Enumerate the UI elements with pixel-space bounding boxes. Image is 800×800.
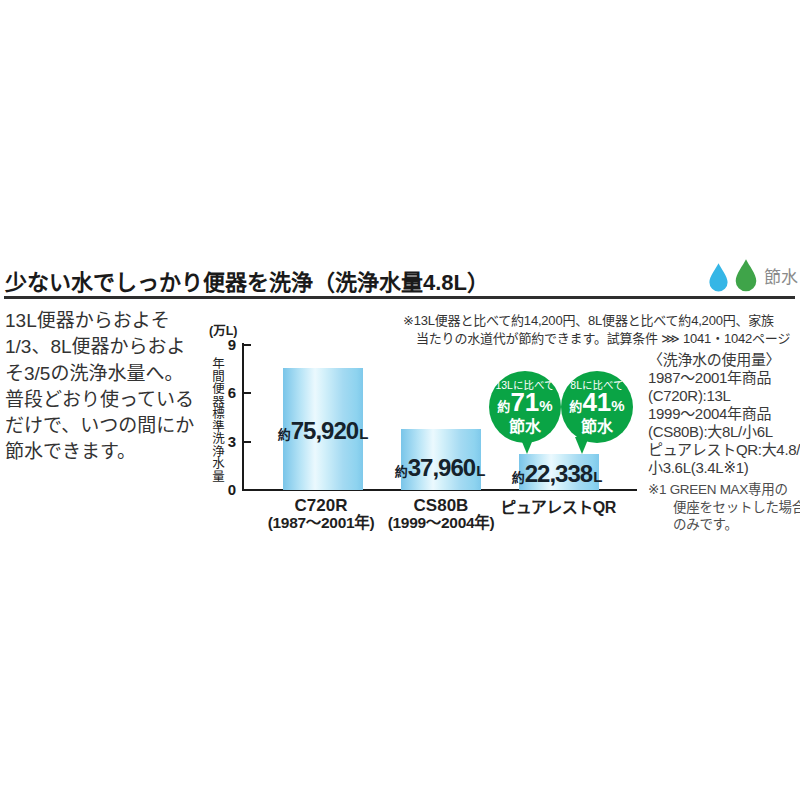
y-tick-label: 6 bbox=[214, 384, 236, 402]
y-tick-label: 9 bbox=[214, 336, 236, 354]
page: 少ない水でしっかり便器を洗浄（洗浄水量4.8L） 節水 13L便器からおよそ 1… bbox=[0, 0, 800, 800]
legend-line: 1999～2004年商品 bbox=[648, 405, 800, 423]
page-title: 少ない水でしっかり便器を洗浄（洗浄水量4.8L） bbox=[5, 264, 489, 296]
bar-value-label: 約22,338L bbox=[512, 462, 603, 486]
savings-badge-71: 13Lに比べて 約71% 節水 bbox=[489, 371, 561, 443]
category-label-purerest-qr: ピュアレストQR bbox=[500, 499, 616, 516]
note-line2: 当たりの水道代が節約できます。試算条件 ⋙ 1041・1042ページ bbox=[416, 328, 790, 347]
water-drop-green-icon bbox=[733, 258, 759, 293]
legend-line: 〈洗浄水の使用量〉 bbox=[648, 351, 800, 369]
intro-text: 13L便器からおよそ 1/3、8L便器からおよ そ3/5の洗浄水量へ。 普段どお… bbox=[5, 308, 220, 466]
water-drop-blue-icon bbox=[707, 262, 730, 293]
category-label-cs80b: CS80B (1999～2004年) bbox=[388, 497, 495, 532]
note-line1: ※13L便器と比べて約14,200円、8L便器と比べて約4,200円、家族 bbox=[403, 310, 774, 329]
legend-line: (CS80B):大8L/小6L bbox=[648, 423, 800, 441]
legend-line: 1987～2001年商品 bbox=[648, 369, 800, 387]
y-tick-label: 0 bbox=[214, 481, 236, 499]
y-axis-line bbox=[242, 343, 244, 491]
legend-footnote: ※1 GREEN MAX専用の 便座をセットした場合 のみです。 bbox=[648, 481, 800, 534]
usage-legend: 〈洗浄水の使用量〉 1987～2001年商品 (C720R):13L 1999～… bbox=[648, 351, 800, 477]
title-underline bbox=[4, 296, 795, 299]
legend-line: (C720R):13L bbox=[648, 387, 800, 405]
bar-value-label: 約37,960L bbox=[395, 456, 486, 480]
category-label-c720r: C720R (1987～2001年) bbox=[268, 497, 375, 532]
bar-value-label: 約75,920L bbox=[278, 419, 369, 443]
water-drops: 節水 bbox=[707, 258, 798, 293]
legend-line: ピュアレストQR:大4.8/ bbox=[648, 441, 800, 459]
legend-line: 小3.6L(3.4L※1) bbox=[648, 459, 800, 477]
y-tick-label: 3 bbox=[214, 433, 236, 451]
water-save-label: 節水 bbox=[764, 269, 798, 286]
savings-badge-41: 8Lに比べて 約41% 節水 bbox=[561, 371, 633, 443]
y-axis-title: 年間便器標準洗浄水量 bbox=[210, 357, 223, 482]
